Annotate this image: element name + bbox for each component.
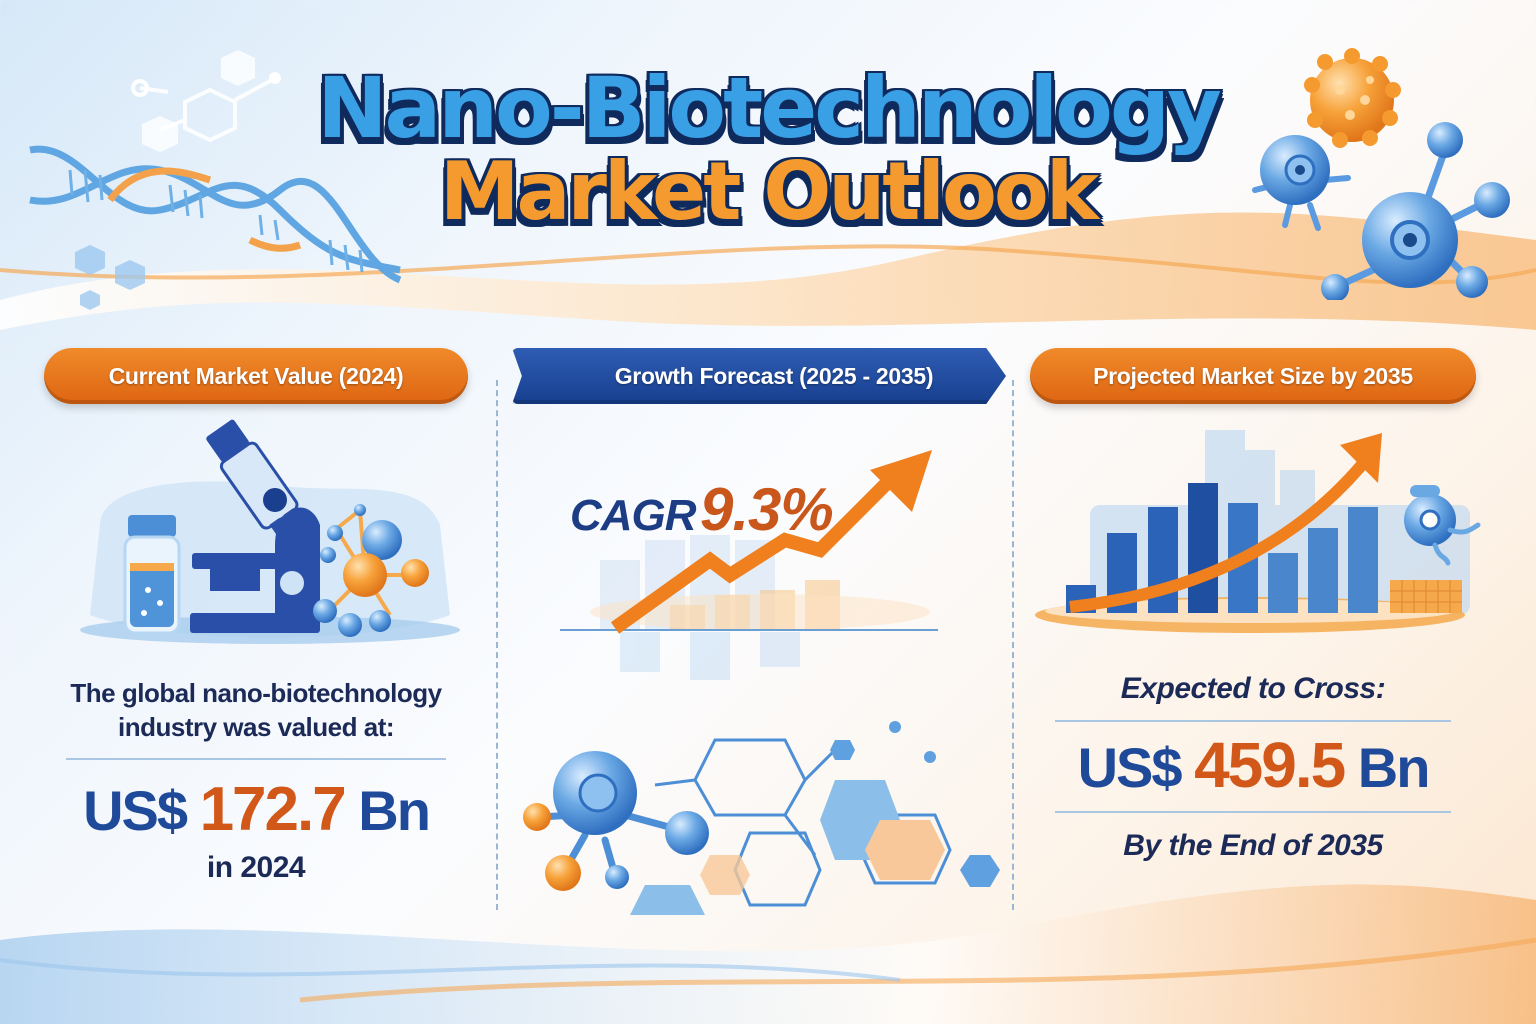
- page-title: Nano-Biotechnology Market Outlook: [0, 62, 1536, 236]
- title-line-1: Nano-Biotechnology: [317, 59, 1222, 157]
- value-unit: Bn: [358, 779, 431, 842]
- growth-chart-illustration: [560, 440, 960, 682]
- projected-value: US$ 459.5 Bn: [1030, 730, 1476, 803]
- cagr-display: CAGR 9.3%: [570, 475, 834, 544]
- cagr-label: CAGR: [570, 491, 697, 540]
- value-number: 172.7: [199, 775, 347, 844]
- separator: [1055, 720, 1451, 722]
- current-lead-line-1: The global nano-biotechnology: [70, 678, 442, 708]
- projected-value-block: Expected to Cross: US$ 459.5 Bn By the E…: [1030, 672, 1476, 863]
- column-divider: [1012, 380, 1014, 910]
- title-line-2: Market Outlook: [439, 145, 1099, 238]
- nanoparticle-hexagon-illustration: [515, 705, 1005, 915]
- column-divider: [496, 380, 498, 910]
- microscope-illustration: [70, 415, 470, 655]
- projected-market-size-header: Projected Market Size by 2035: [1030, 348, 1476, 404]
- current-lead-line-2: industry was valued at:: [117, 712, 395, 742]
- projected-bar-chart-illustration: [1030, 425, 1490, 650]
- projected-lead: Expected to Cross:: [1120, 672, 1386, 705]
- projected-footer: By the End of 2035: [1123, 829, 1383, 862]
- value-number: 459.5: [1194, 729, 1346, 801]
- cagr-value: 9.3%: [700, 476, 834, 543]
- growth-forecast-header: Growth Forecast (2025 - 2035): [512, 348, 1006, 404]
- currency: US$: [83, 779, 188, 842]
- current-year: in 2024: [206, 851, 306, 884]
- current-value: US$ 172.7 Bn: [44, 778, 468, 843]
- separator: [1055, 811, 1451, 813]
- dna-helix-icon: [10, 20, 410, 320]
- currency: US$: [1077, 736, 1183, 799]
- current-value-block: The global nano-biotechnology industry w…: [44, 676, 468, 885]
- value-unit: Bn: [1357, 736, 1431, 799]
- current-market-value-header: Current Market Value (2024): [44, 348, 468, 404]
- virus-cells-icon: [1230, 40, 1530, 302]
- separator: [66, 758, 446, 760]
